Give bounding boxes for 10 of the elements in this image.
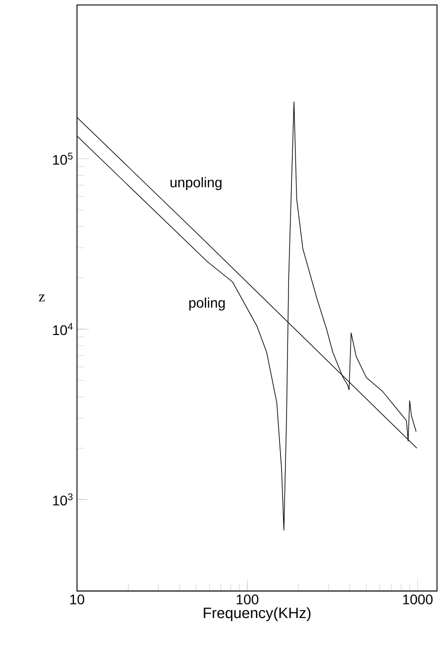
x-tick-label: 10 [70,594,84,604]
y-axis-title: z [38,294,45,302]
y-tick-label: 10$^{3}$ [53,493,73,506]
y-tick-label: 10$^{4}$ [53,323,73,336]
x-axis-title: Frequency(KHz) [204,607,310,622]
series-label: unpoling [170,177,222,190]
y-tick-label: 10$^{5}$ [53,152,73,165]
x-tick-label: 100 [236,594,258,604]
series-label: poling [189,298,225,311]
x-tick-label: 1000 [403,594,433,604]
